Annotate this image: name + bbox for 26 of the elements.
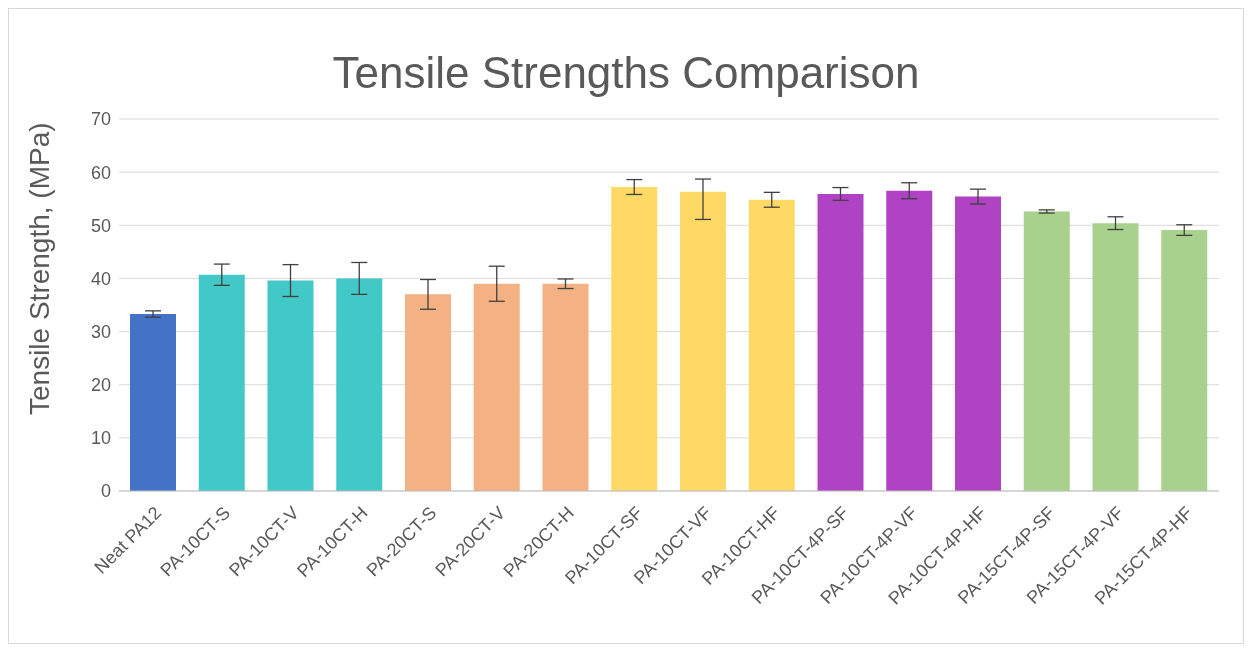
y-tick-label: 40 — [90, 268, 111, 289]
bar — [1023, 211, 1070, 491]
bar — [336, 278, 383, 491]
bar — [130, 314, 176, 491]
bar — [955, 196, 1001, 491]
bar — [542, 283, 589, 491]
y-tick-label: 70 — [90, 109, 111, 130]
bar — [817, 193, 864, 491]
bar — [680, 191, 726, 491]
bar — [267, 280, 314, 491]
bar — [198, 274, 245, 491]
y-tick-label: 60 — [90, 162, 111, 183]
y-tick-label: 0 — [100, 481, 111, 502]
y-tick-label: 20 — [90, 375, 111, 396]
bar — [1161, 230, 1208, 491]
y-tick-label: 10 — [90, 428, 111, 449]
chart-title: Tensile Strengths Comparison — [331, 47, 921, 99]
bar — [473, 283, 520, 491]
y-tick-label: 50 — [90, 215, 111, 236]
bar — [611, 187, 658, 491]
bar — [1092, 223, 1139, 491]
bar — [886, 190, 933, 491]
y-axis-title: Tensile Strength, (MPa) — [23, 122, 55, 415]
bar — [405, 294, 451, 491]
y-tick-label: 30 — [90, 321, 111, 342]
bar — [748, 199, 795, 491]
